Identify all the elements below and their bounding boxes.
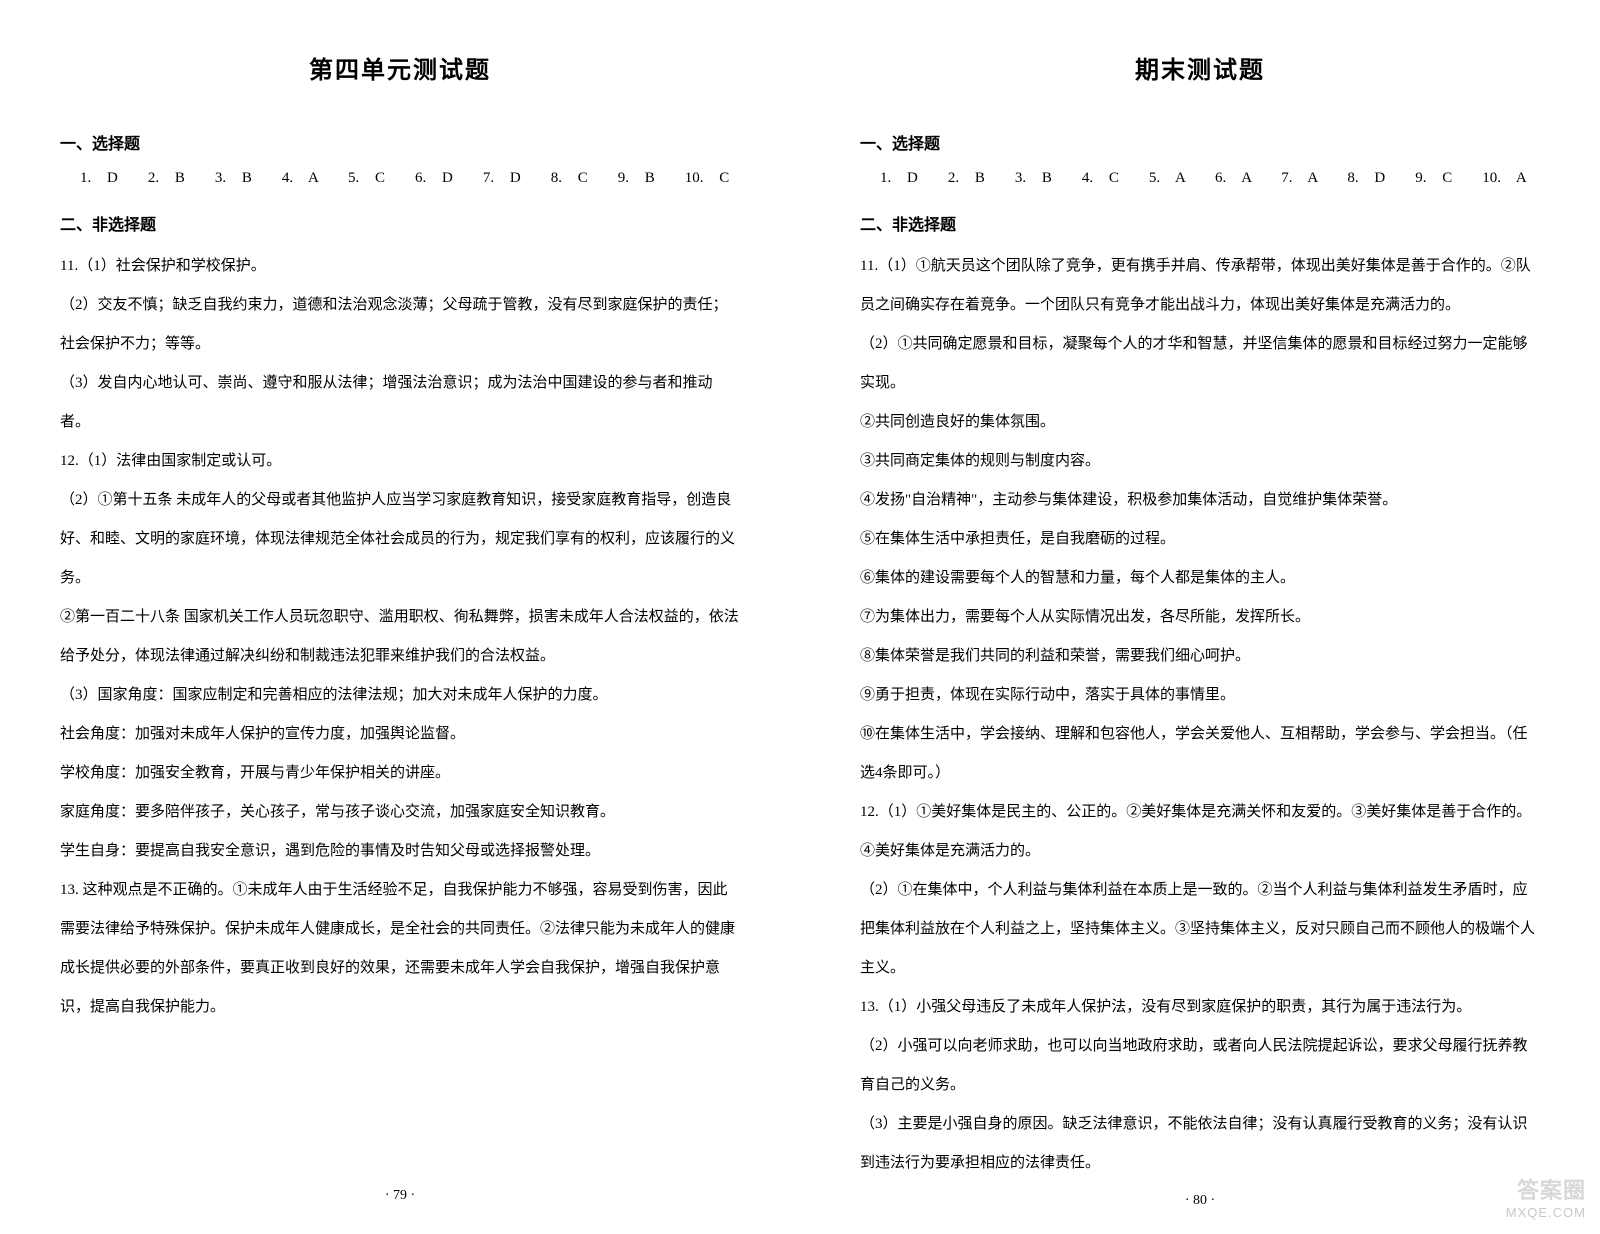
content-para: 11.（1）社会保护和学校保护。: [60, 247, 740, 286]
content-para: （2）①共同确定愿景和目标，凝聚每个人的才华和智慧，并坚信集体的愿景和目标经过努…: [860, 325, 1540, 403]
content-para: ⑦为集体出力，需要每个人从实际情况出发，各尽所能，发挥所长。: [860, 598, 1540, 637]
left-nonmc-heading: 二、非选择题: [60, 211, 740, 235]
watermark-cn: 答案圈: [1517, 1178, 1586, 1203]
watermark: 答案圈 MXQE.COM: [1506, 1173, 1586, 1220]
content-para: （2）①第十五条 未成年人的父母或者其他监护人应当学习家庭教育知识，接受家庭教育…: [60, 481, 740, 598]
content-para: 学校角度：加强安全教育，开展与青少年保护相关的讲座。: [60, 754, 740, 793]
content-para: ④发扬"自治精神"，主动参与集体建设，积极参加集体活动，自觉维护集体荣誉。: [860, 481, 1540, 520]
watermark-en: MXQE.COM: [1506, 1205, 1586, 1220]
content-para: 12.（1）法律由国家制定或认可。: [60, 442, 740, 481]
content-para: ⑥集体的建设需要每个人的智慧和力量，每个人都是集体的主人。: [860, 559, 1540, 598]
content-para: 11.（1）①航天员这个团队除了竞争，更有携手并肩、传承帮带，体现出美好集体是善…: [860, 247, 1540, 325]
right-nonmc-heading: 二、非选择题: [860, 211, 1540, 235]
content-para: （3）发自内心地认可、崇尚、遵守和服从法律；增强法治意识；成为法治中国建设的参与…: [60, 364, 740, 442]
content-para: ⑧集体荣誉是我们共同的利益和荣誉，需要我们细心呵护。: [860, 637, 1540, 676]
content-para: （2）小强可以向老师求助，也可以向当地政府求助，或者向人民法院提起诉讼，要求父母…: [860, 1027, 1540, 1105]
left-content-area: 11.（1）社会保护和学校保护。 （2）交友不慎；缺乏自我约束力，道德和法治观念…: [60, 247, 740, 1178]
right-mc-heading: 一、选择题: [860, 130, 1540, 154]
left-mc-heading: 一、选择题: [60, 130, 740, 154]
content-para: 12.（1）①美好集体是民主的、公正的。②美好集体是充满关怀和友爱的。③美好集体…: [860, 793, 1540, 871]
page-divider: [800, 0, 801, 1234]
right-mc-answers: 1. D 2. B 3. B 4. C 5. A 6. A 7. A 8. D …: [860, 166, 1540, 187]
content-para: ②共同创造良好的集体氛围。: [860, 403, 1540, 442]
content-para: ②第一百二十八条 国家机关工作人员玩忽职守、滥用职权、徇私舞弊，损害未成年人合法…: [60, 598, 740, 676]
content-para: （2）交友不慎；缺乏自我约束力，道德和法治观念淡薄；父母疏于管教，没有尽到家庭保…: [60, 286, 740, 364]
content-para: ⑨勇于担责，体现在实际行动中，落实于具体的事情里。: [860, 676, 1540, 715]
left-page-number: · 79 ·: [60, 1178, 740, 1204]
left-page: 第四单元测试题 一、选择题 1. D 2. B 3. B 4. A 5. C 6…: [0, 0, 800, 1234]
content-para: 社会角度：加强对未成年人保护的宣传力度，加强舆论监督。: [60, 715, 740, 754]
content-para: （3）国家角度：国家应制定和完善相应的法律法规；加大对未成年人保护的力度。: [60, 676, 740, 715]
content-para: 13.（1）小强父母违反了未成年人保护法，没有尽到家庭保护的职责，其行为属于违法…: [860, 988, 1540, 1027]
content-para: 13. 这种观点是不正确的。①未成年人由于生活经验不足，自我保护能力不够强，容易…: [60, 871, 740, 1027]
right-page-title: 期末测试题: [860, 50, 1540, 85]
content-para: ③共同商定集体的规则与制度内容。: [860, 442, 1540, 481]
content-para: （2）①在集体中，个人利益与集体利益在本质上是一致的。②当个人利益与集体利益发生…: [860, 871, 1540, 988]
content-para: 家庭角度：要多陪伴孩子，关心孩子，常与孩子谈心交流，加强家庭安全知识教育。: [60, 793, 740, 832]
left-page-title: 第四单元测试题: [60, 50, 740, 85]
content-para: 学生自身：要提高自我安全意识，遇到危险的事情及时告知父母或选择报警处理。: [60, 832, 740, 871]
right-page: 期末测试题 一、选择题 1. D 2. B 3. B 4. C 5. A 6. …: [800, 0, 1600, 1234]
right-content-area: 11.（1）①航天员这个团队除了竞争，更有携手并肩、传承帮带，体现出美好集体是善…: [860, 247, 1540, 1183]
right-page-number: · 80 ·: [860, 1183, 1540, 1209]
content-para: ⑤在集体生活中承担责任，是自我磨砺的过程。: [860, 520, 1540, 559]
content-para: （3）主要是小强自身的原因。缺乏法律意识，不能依法自律；没有认真履行受教育的义务…: [860, 1105, 1540, 1183]
content-para: ⑩在集体生活中，学会接纳、理解和包容他人，学会关爱他人、互相帮助，学会参与、学会…: [860, 715, 1540, 793]
left-mc-answers: 1. D 2. B 3. B 4. A 5. C 6. D 7. D 8. C …: [60, 166, 740, 187]
